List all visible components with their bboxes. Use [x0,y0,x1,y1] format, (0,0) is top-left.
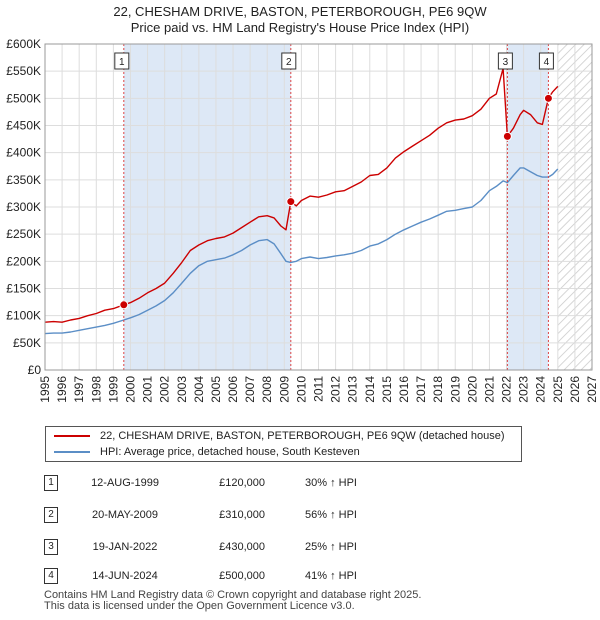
sale-marker-box [538,52,554,70]
sale-price: £500,000 [219,570,265,582]
x-tick-label: 2023 [517,376,531,403]
x-tick-label: 1998 [89,376,103,403]
sale-hpi-change: 56% ↑ HPI [305,509,357,521]
y-tick-label: £200K [6,254,41,268]
table-row: 2 20-MAY-2009 £310,000 56% ↑ HPI [0,507,600,525]
sale-marker-box [497,52,513,70]
footer: Contains HM Land Registry data © Crown c… [44,590,421,612]
y-tick-label: £150K [6,282,41,296]
y-tick-label: £300K [6,200,41,214]
x-tick-label: 2006 [226,376,240,403]
legend-label-hpi: HPI: Average price, detached house, Sout… [100,446,360,458]
legend: 22, CHESHAM DRIVE, BASTON, PETERBOROUGH,… [45,426,522,462]
y-tick-label: £400K [6,146,41,160]
y-tick-label: £250K [6,227,41,241]
x-tick-label: 2007 [243,376,257,403]
sale-hpi-change: 41% ↑ HPI [305,570,357,582]
x-axis-ticks: 1995 1996 1997 1998 1999 2000 2001 2002 2003 2004… [38,376,599,403]
sale-price: £310,000 [219,509,265,521]
sale-marker-label: 3 [503,57,509,68]
x-tick-label: 2008 [260,376,274,403]
x-tick-label: 2001 [141,376,155,403]
x-tick-label: 1997 [72,376,86,403]
sale-date: 14-JUN-2024 [92,570,158,582]
x-tick-label: 2019 [448,376,462,403]
y-tick-label: £100K [6,309,41,323]
footer-copyright: Contains HM Land Registry data © Crown c… [44,589,422,601]
chart-title-block: 22, CHESHAM DRIVE, BASTON, PETERBOROUGH,… [0,4,600,36]
table-row: 1 12-AUG-1999 £120,000 30% ↑ HPI [0,475,600,493]
series-lines [44,67,559,335]
sale-point [543,93,553,103]
y-tick-label: £50K [13,336,41,350]
x-tick-label: 2010 [294,376,308,403]
chart-title: 22, CHESHAM DRIVE, BASTON, PETERBOROUGH,… [113,4,487,19]
x-tick-label: 2009 [277,376,291,403]
table-row: 4 14-JUN-2024 £500,000 41% ↑ HPI [0,568,600,586]
x-tick-label: 2011 [312,376,326,402]
sale-date: 12-AUG-1999 [91,477,159,489]
y-tick-label: £350K [6,173,41,187]
sale-marker-label: 1 [119,57,125,68]
x-tick-label: 2004 [192,376,206,403]
x-tick-label: 2027 [585,376,599,403]
y-tick-label: £550K [6,64,41,78]
sale-number-badge: 2 [44,507,58,523]
x-tick-label: 2026 [568,376,582,403]
x-tick-label: 2003 [175,376,189,403]
sale-point [119,300,129,310]
footer-licence: This data is licensed under the Open Gov… [44,600,355,612]
y-axis-ticks: £0 £50K £100K £150K £200K £250K £300K £350K £400… [6,37,41,377]
sale-price: £120,000 [219,477,265,489]
plot-frame [44,43,593,371]
y-tick-label: £600K [6,37,41,51]
chart-subtitle: Price paid vs. HM Land Registry's House … [130,20,470,35]
x-tick-label: 1996 [55,376,69,403]
x-tick-label: 2018 [431,376,445,403]
legend-swatch-property [54,435,90,437]
y-tick-label: £450K [6,119,41,133]
sale-number-badge: 3 [44,539,58,555]
sale-date: 20-MAY-2009 [91,509,159,521]
sale-point [502,131,512,141]
x-tick-label: 2005 [209,376,223,403]
sale-markers: 1 2 3 4 [114,44,554,370]
series-line-hpi [44,167,559,335]
sale-hpi-change: 25% ↑ HPI [305,541,357,553]
sale-hpi-change: 30% ↑ HPI [305,477,357,489]
x-tick-label: 2016 [397,376,411,403]
x-tick-label: 2017 [414,376,428,403]
sale-number-badge: 1 [44,475,58,491]
x-tick-label: 1995 [38,376,52,403]
legend-swatch-hpi [54,451,90,453]
sale-marker-box [281,52,297,70]
x-tick-label: 2021 [482,376,496,403]
sale-marker-label: 2 [286,57,292,68]
legend-label-property: 22, CHESHAM DRIVE, BASTON, PETERBOROUGH,… [100,430,505,442]
sale-point [286,197,296,207]
y-tick-label: £0 [28,363,42,377]
x-tick-label: 2014 [363,376,377,403]
x-tick-label: 2015 [380,376,394,403]
x-tick-label: 2002 [158,376,172,403]
table-row: 3 19-JAN-2022 £430,000 25% ↑ HPI [0,539,600,557]
sale-date: 19-JAN-2022 [92,541,158,553]
sale-number-badge: 4 [44,568,58,584]
x-tick-label: 2000 [123,376,137,403]
sale-price: £430,000 [219,541,265,553]
x-tick-label: 1999 [106,376,120,403]
sale-marker-box [114,52,130,70]
x-tick-label: 2025 [551,376,565,403]
price-chart: 1 2 3 4 £0 £50K £100K £150K £200K £250K £300K £350… [6,37,599,403]
sale-marker-label: 4 [544,57,550,68]
x-tick-label: 2012 [329,376,343,403]
legend-item-hpi: HPI: Average price, detached house, Sout… [54,444,360,460]
x-tick-label: 2020 [465,376,479,403]
x-tick-label: 2024 [534,376,548,403]
x-tick-label: 2013 [346,376,360,403]
x-tick-label: 2022 [500,376,514,403]
y-tick-label: £500K [6,91,41,105]
series-line-property [44,67,559,323]
legend-item-property: 22, CHESHAM DRIVE, BASTON, PETERBOROUGH,… [54,428,504,444]
